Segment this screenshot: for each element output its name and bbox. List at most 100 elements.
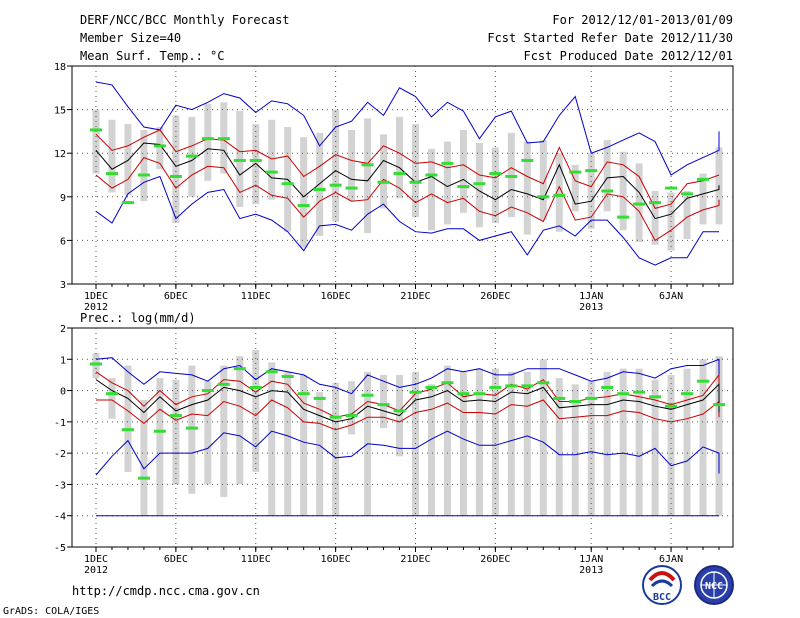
temp-box bbox=[316, 132, 324, 237]
temp-observed-marker bbox=[169, 174, 182, 178]
temp-observed-marker bbox=[361, 163, 374, 167]
temp-observed-marker bbox=[697, 177, 710, 181]
precip-observed-marker bbox=[617, 392, 630, 396]
temp-xtick-label: 1JAN bbox=[579, 291, 603, 302]
precip-box bbox=[172, 379, 180, 485]
temp-observed-marker bbox=[233, 158, 246, 162]
precip-lower-line bbox=[96, 399, 720, 431]
footer-url: http://cmdp.ncc.cma.gov.cn bbox=[72, 584, 260, 598]
header-variable: Mean Surf. Temp.: °C bbox=[80, 49, 225, 63]
precip-box bbox=[380, 374, 388, 429]
temp-box bbox=[683, 190, 691, 239]
temp-box bbox=[364, 118, 372, 234]
temp-box bbox=[172, 115, 180, 223]
temp-observed-marker bbox=[633, 202, 646, 206]
precip-observed-marker bbox=[297, 392, 310, 396]
temp-observed-marker bbox=[409, 180, 422, 184]
precip-observed-marker bbox=[681, 392, 694, 396]
header-member-size: Member Size=40 bbox=[80, 31, 181, 45]
precip-xtick-year: 2013 bbox=[579, 565, 603, 576]
precip-observed-marker bbox=[537, 381, 550, 385]
temp-observed-marker bbox=[345, 186, 358, 190]
precip-box bbox=[443, 365, 451, 516]
precip-xtick-label: 1JAN bbox=[579, 554, 603, 565]
temp-observed-marker bbox=[249, 158, 262, 162]
precip-observed-marker bbox=[345, 414, 358, 418]
temp-box bbox=[587, 153, 595, 229]
precip-box bbox=[124, 365, 132, 472]
precip-box bbox=[683, 368, 691, 516]
temp-observed-marker bbox=[105, 172, 118, 176]
precip-observed-marker bbox=[409, 390, 422, 394]
precip-box bbox=[316, 392, 324, 516]
precip-xtick-label: 1DEC bbox=[84, 554, 108, 565]
header-title: DERF/NCC/BCC Monthly Forecast bbox=[80, 13, 290, 27]
precip-observed-marker bbox=[249, 385, 262, 389]
precip-observed-marker bbox=[137, 476, 150, 480]
temp-box bbox=[156, 127, 164, 170]
precip-observed-marker bbox=[457, 392, 470, 396]
precip-ytick-label: -4 bbox=[54, 512, 66, 523]
temp-xtick-year: 2012 bbox=[84, 302, 108, 313]
temp-ytick-label: 6 bbox=[60, 236, 66, 247]
precip-box bbox=[475, 368, 483, 516]
temp-box bbox=[443, 141, 451, 225]
temp-observed-marker bbox=[537, 195, 550, 199]
precip-observed-marker bbox=[153, 429, 166, 433]
precip-box bbox=[156, 378, 164, 516]
precip-observed-marker bbox=[697, 379, 710, 383]
temp-plot-frame bbox=[71, 65, 734, 285]
precip-box bbox=[268, 362, 276, 516]
precip-observed-marker bbox=[441, 381, 454, 385]
temp-box bbox=[204, 103, 212, 181]
temp-lower-line bbox=[95, 157, 720, 242]
precip-observed-marker bbox=[281, 374, 294, 378]
precip-observed-marker bbox=[233, 367, 246, 371]
precip-observed-marker bbox=[569, 400, 582, 404]
temp-xtick-label: 6DEC bbox=[164, 291, 188, 302]
precip-box bbox=[188, 365, 196, 494]
temp-ytick-label: 18 bbox=[54, 62, 66, 73]
temp-box bbox=[332, 109, 340, 222]
precip-box bbox=[491, 368, 499, 516]
precip-observed-marker bbox=[313, 396, 326, 400]
temp-box bbox=[427, 148, 435, 231]
precip-observed-marker bbox=[649, 395, 662, 399]
temp-min-line bbox=[95, 175, 719, 266]
temp-xtick-year: 2013 bbox=[579, 302, 603, 313]
temp-box bbox=[715, 147, 723, 221]
precip-box bbox=[699, 359, 707, 516]
temp-observed-marker bbox=[313, 188, 326, 192]
precip-observed-marker bbox=[505, 384, 518, 388]
header-start-date: Fcst Started Refer Date 2012/11/30 bbox=[487, 31, 733, 45]
precip-xtick-label: 6JAN bbox=[659, 554, 683, 565]
precip-xtick-label: 6DEC bbox=[164, 554, 188, 565]
temp-observed-marker bbox=[569, 170, 582, 174]
precip-max-line bbox=[95, 357, 720, 395]
ncc-logo: NCC bbox=[694, 565, 734, 605]
precip-xtick-year: 2012 bbox=[84, 565, 108, 576]
temp-observed-marker bbox=[553, 193, 566, 197]
precip-observed-marker bbox=[713, 403, 725, 407]
temp-observed-marker bbox=[505, 174, 518, 178]
temp-observed-marker bbox=[521, 158, 534, 162]
temp-ytick-label: 3 bbox=[60, 280, 66, 291]
precip-observed-marker bbox=[121, 428, 134, 432]
temp-box bbox=[539, 140, 547, 221]
temp-observed-marker bbox=[217, 137, 230, 141]
precip-observed-marker bbox=[601, 385, 614, 389]
temp-max-line bbox=[95, 81, 720, 176]
precip-observed-marker bbox=[377, 403, 390, 407]
temp-xtick-label: 1DEC bbox=[84, 291, 108, 302]
precip-observed-marker bbox=[393, 409, 406, 413]
temp-observed-marker bbox=[281, 182, 294, 186]
precip-box bbox=[300, 374, 308, 516]
temp-observed-marker bbox=[393, 172, 406, 176]
temp-box bbox=[619, 151, 627, 231]
precip-box bbox=[348, 381, 356, 435]
precip-box bbox=[427, 384, 435, 516]
temp-observed-marker bbox=[617, 215, 630, 219]
temp-ytick-label: 12 bbox=[54, 149, 66, 160]
